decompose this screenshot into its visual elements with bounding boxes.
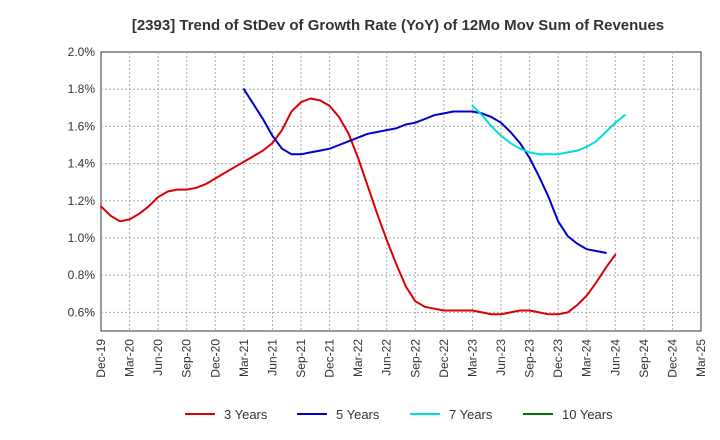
x-tick-label: Jun-23 (494, 339, 508, 376)
x-tick-label: Jun-20 (151, 339, 165, 376)
x-tick-label: Mar-20 (123, 339, 137, 377)
plot-area (100, 51, 702, 332)
x-tick-label: Jun-24 (608, 339, 622, 376)
x-tick-label: Mar-22 (351, 339, 365, 377)
x-tick-label: Sep-21 (294, 339, 308, 378)
x-tick-label: Mar-23 (465, 339, 479, 377)
x-tick-label: Dec-24 (665, 339, 679, 378)
y-tick-label: 1.8% (68, 82, 96, 96)
x-tick-label: Jun-21 (265, 339, 279, 376)
x-tick-label: Mar-24 (580, 339, 594, 377)
gridlines (101, 52, 701, 331)
legend-label: 5 Years (336, 407, 380, 422)
x-tick-label: Dec-22 (437, 339, 451, 378)
x-tick-label: Jun-22 (380, 339, 394, 376)
y-tick-label: 0.8% (68, 268, 96, 282)
x-axis-ticks: Dec-19 Mar-20 Jun-20 Sep-20 Dec-20 Mar-21 Jun-… (94, 339, 708, 378)
y-tick-label: 1.2% (68, 194, 96, 208)
x-tick-label: Dec-23 (551, 339, 565, 378)
legend-label: 7 Years (449, 407, 493, 422)
series-line-7-years (471, 104, 626, 156)
series-line-5-years (242, 88, 607, 254)
chart-title: [2393] Trend of StDev of Growth Rate (Yo… (132, 17, 664, 34)
y-tick-label: 0.6% (68, 305, 96, 319)
y-axis-ticks: 0.6% 0.8% 1.0% 1.2% 1.4% 1.6% 1.8% 2.0% (68, 45, 96, 319)
legend-label: 3 Years (224, 407, 268, 422)
x-tick-label: Sep-24 (637, 339, 651, 378)
x-tick-label: Dec-21 (323, 339, 337, 378)
x-tick-label: Dec-19 (94, 339, 108, 378)
series-line-3-years (100, 97, 617, 316)
y-tick-label: 1.4% (68, 157, 96, 171)
x-tick-label: Dec-20 (208, 339, 222, 378)
x-tick-label: Sep-20 (180, 339, 194, 378)
legend-label: 10 Years (562, 407, 613, 422)
x-tick-label: Mar-25 (694, 339, 708, 377)
legend: 3 Years 5 Years 7 Years 10 Years (185, 407, 613, 422)
y-tick-label: 2.0% (68, 45, 96, 59)
x-tick-label: Mar-21 (237, 339, 251, 377)
x-tick-label: Sep-23 (523, 339, 537, 378)
x-tick-label: Sep-22 (408, 339, 422, 378)
series-group (100, 88, 626, 316)
y-tick-label: 1.0% (68, 231, 96, 245)
y-tick-label: 1.6% (68, 119, 96, 133)
